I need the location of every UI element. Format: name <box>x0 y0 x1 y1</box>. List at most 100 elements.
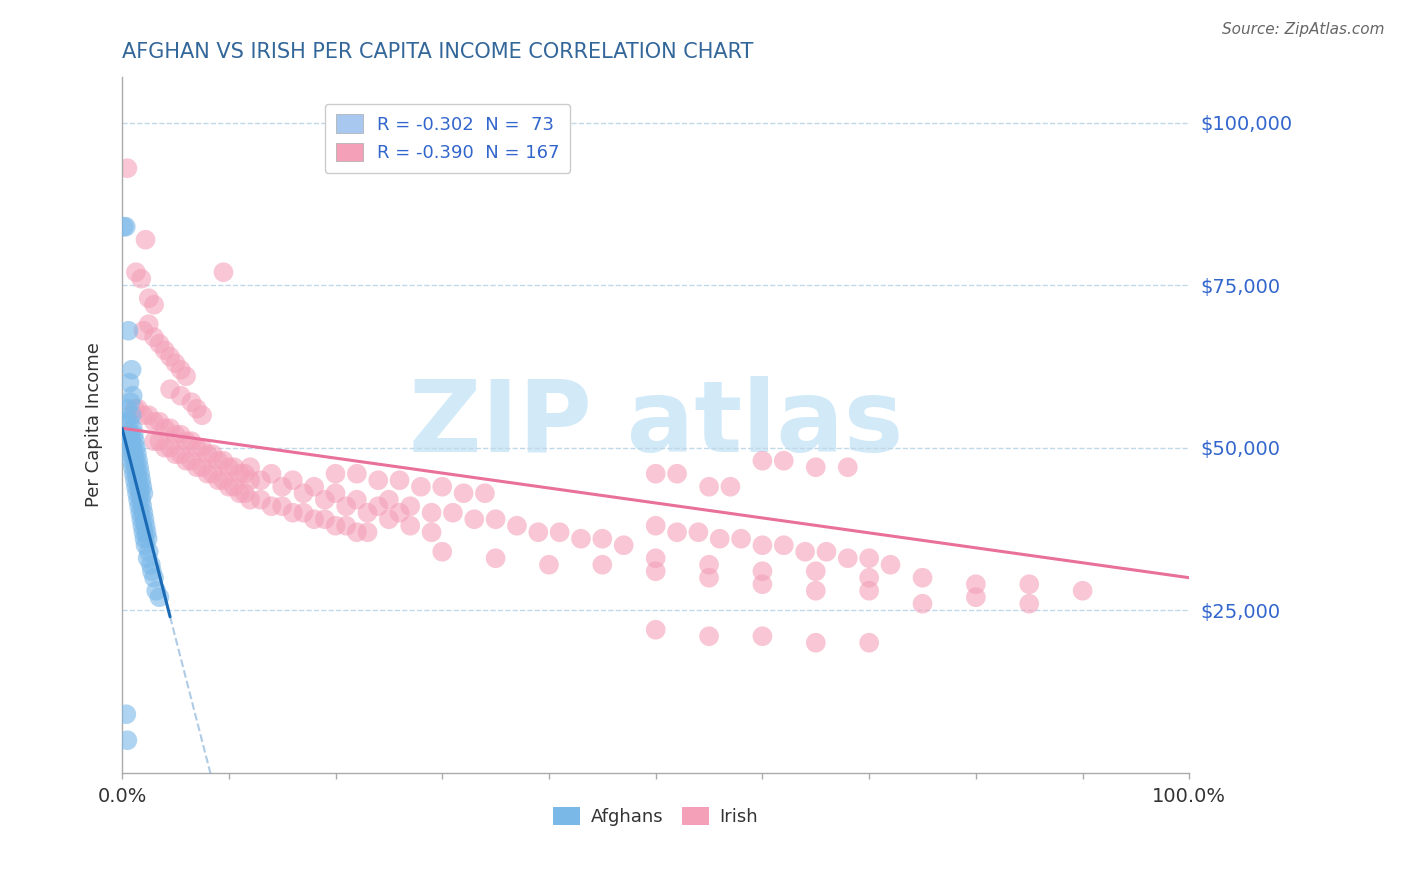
Point <box>191 460 214 475</box>
Point <box>911 571 934 585</box>
Point <box>124 434 146 449</box>
Point <box>127 401 149 416</box>
Legend: Afghans, Irish: Afghans, Irish <box>546 799 765 833</box>
Y-axis label: Per Capita Income: Per Capita Income <box>86 343 103 508</box>
Point <box>112 219 135 234</box>
Point <box>115 415 138 429</box>
Point <box>191 441 214 455</box>
Point <box>135 233 157 247</box>
Point <box>125 441 148 455</box>
Point <box>131 518 153 533</box>
Point <box>239 460 262 475</box>
Point <box>378 492 401 507</box>
Point <box>751 538 773 552</box>
Point <box>121 441 143 455</box>
Point <box>772 454 794 468</box>
Point <box>143 330 166 344</box>
Point <box>484 512 506 526</box>
Point <box>292 506 315 520</box>
Point <box>117 401 139 416</box>
Point <box>527 525 550 540</box>
Point <box>132 408 155 422</box>
Point <box>115 707 138 722</box>
Point <box>249 473 271 487</box>
Point <box>292 486 315 500</box>
Point <box>474 486 496 500</box>
Point <box>911 597 934 611</box>
Point <box>325 467 347 481</box>
Point <box>159 350 181 364</box>
Point <box>858 551 880 566</box>
Point <box>117 324 139 338</box>
Point <box>356 506 378 520</box>
Point <box>1071 583 1094 598</box>
Point <box>129 467 152 481</box>
Point <box>125 460 148 475</box>
Point <box>697 558 720 572</box>
Point <box>644 467 666 481</box>
Point <box>129 506 152 520</box>
Point <box>159 382 181 396</box>
Point <box>153 441 176 455</box>
Point <box>125 486 148 500</box>
Point <box>271 500 294 514</box>
Point <box>132 324 155 338</box>
Point <box>644 518 666 533</box>
Point <box>965 577 987 591</box>
Point <box>124 401 146 416</box>
Point <box>804 636 827 650</box>
Point <box>804 564 827 578</box>
Point <box>174 454 197 468</box>
Point <box>644 551 666 566</box>
Point <box>432 480 454 494</box>
Point <box>837 460 859 475</box>
Point <box>804 460 827 475</box>
Point <box>281 473 304 487</box>
Point <box>125 467 148 481</box>
Point <box>180 434 202 449</box>
Point <box>346 492 368 507</box>
Point <box>121 454 143 468</box>
Point <box>537 558 560 572</box>
Point <box>143 434 166 449</box>
Point <box>170 447 193 461</box>
Point <box>124 473 146 487</box>
Text: Source: ZipAtlas.com: Source: ZipAtlas.com <box>1222 22 1385 37</box>
Point <box>136 532 159 546</box>
Point <box>121 362 143 376</box>
Point <box>751 577 773 591</box>
Point <box>135 525 157 540</box>
Point <box>201 467 224 481</box>
Point <box>751 564 773 578</box>
Point <box>170 362 193 376</box>
Point <box>591 558 613 572</box>
Point <box>117 161 139 176</box>
Point <box>186 441 208 455</box>
Point <box>378 512 401 526</box>
Point <box>314 512 336 526</box>
Point <box>125 447 148 461</box>
Point <box>325 486 347 500</box>
Point <box>569 532 592 546</box>
Point <box>139 558 162 572</box>
Point <box>302 480 325 494</box>
Point <box>207 454 229 468</box>
Point <box>218 480 240 494</box>
Point <box>127 454 149 468</box>
Point <box>138 408 160 422</box>
Point <box>117 434 139 449</box>
Point <box>858 571 880 585</box>
Point <box>1018 597 1040 611</box>
Point <box>143 571 166 585</box>
Point <box>218 460 240 475</box>
Point <box>141 564 163 578</box>
Point <box>688 525 710 540</box>
Point <box>143 298 166 312</box>
Point <box>120 427 142 442</box>
Point <box>709 532 731 546</box>
Point <box>794 545 817 559</box>
Point <box>128 460 150 475</box>
Point <box>148 415 170 429</box>
Point <box>129 512 152 526</box>
Point <box>148 591 170 605</box>
